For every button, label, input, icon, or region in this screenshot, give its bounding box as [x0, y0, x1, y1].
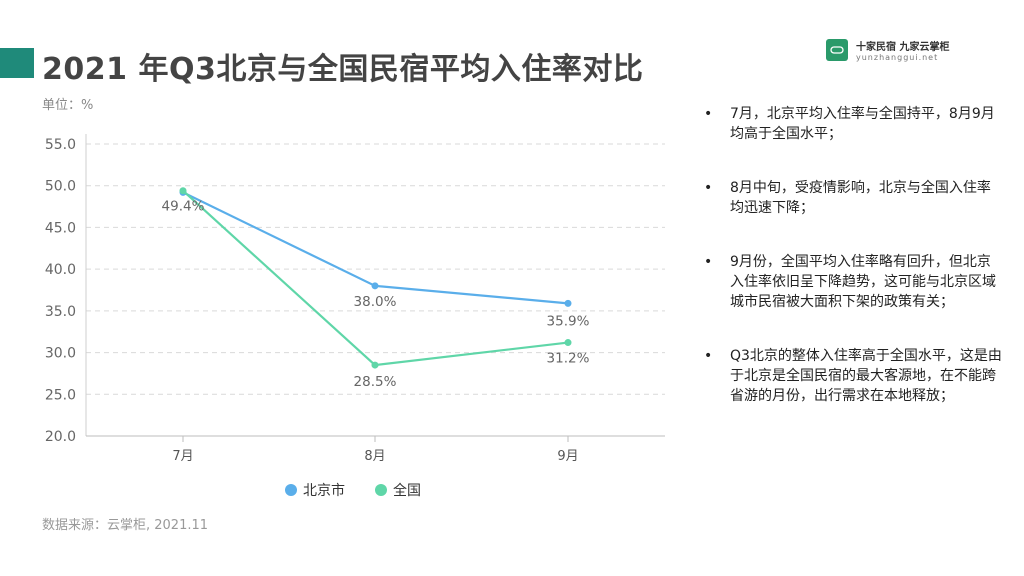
x-tick-label: 7月 — [172, 449, 193, 464]
y-tick-label: 30.0 — [45, 346, 76, 362]
data-point — [371, 361, 379, 369]
data-label: 28.5% — [354, 374, 397, 390]
logo-name-en: yunzhanggui.net — [856, 53, 939, 62]
y-tick-label: 45.0 — [45, 220, 76, 236]
y-tick-label: 50.0 — [45, 179, 76, 195]
data-point — [564, 339, 572, 347]
legend-item-national: 全国 — [375, 480, 421, 500]
data-label: 38.0% — [354, 294, 397, 310]
x-tick-label: 8月 — [364, 449, 385, 464]
data-point — [564, 299, 572, 307]
logo-mark-icon — [826, 39, 848, 61]
x-tick-label: 9月 — [557, 449, 578, 464]
data-point — [371, 282, 379, 290]
data-label: 31.2% — [547, 351, 590, 367]
logo-name-cn: 十家民宿 九家云掌柜 — [856, 42, 950, 53]
insight-list: 7月，北京平均入住率与全国持平，8月9月均高于全国水平； 8月中旬，受疫情影响，… — [704, 104, 1004, 440]
legend-dot-beijing — [285, 484, 297, 496]
chart-legend: 北京市 全国 — [285, 480, 421, 500]
legend-dot-national — [375, 484, 387, 496]
page-title: 2021 年Q3北京与全国民宿平均入住率对比 — [42, 52, 644, 87]
y-tick-label: 25.0 — [45, 387, 76, 403]
data-label: 49.4% — [162, 199, 205, 215]
insight-item: 7月，北京平均入住率与全国持平，8月9月均高于全国水平； — [704, 104, 1004, 144]
brand-logo: 十家民宿 九家云掌柜 yunzhanggui.net — [826, 38, 949, 62]
data-label: 35.9% — [547, 313, 590, 329]
y-tick-label: 20.0 — [45, 429, 76, 445]
series-line-1 — [182, 189, 569, 367]
line-chart: 20.0 25.0 30.0 35.0 40.0 45.0 50.0 55.0 7月 8月 9月 38… — [45, 134, 665, 464]
legend-item-beijing: 北京市 — [285, 480, 345, 500]
title-accent-bar — [0, 48, 34, 78]
y-tick-label: 55.0 — [45, 137, 76, 153]
y-tick-label: 40.0 — [45, 262, 76, 278]
legend-label-beijing: 北京市 — [303, 483, 345, 499]
legend-label-national: 全国 — [393, 483, 421, 499]
insight-item: 9月份，全国平均入住率略有回升，但北京入住率依旧呈下降趋势，这可能与北京区域城市… — [704, 252, 1004, 312]
data-source: 数据来源：云掌柜, 2021.11 — [42, 518, 209, 533]
unit-label: 单位：% — [42, 98, 94, 113]
data-point — [179, 187, 187, 195]
insight-item: 8月中旬，受疫情影响，北京与全国入住率均迅速下降； — [704, 178, 1004, 218]
y-tick-label: 35.0 — [45, 304, 76, 320]
insight-item: Q3北京的整体入住率高于全国水平，这是由于北京是全国民宿的最大客源地，在不能跨省… — [704, 346, 1004, 406]
